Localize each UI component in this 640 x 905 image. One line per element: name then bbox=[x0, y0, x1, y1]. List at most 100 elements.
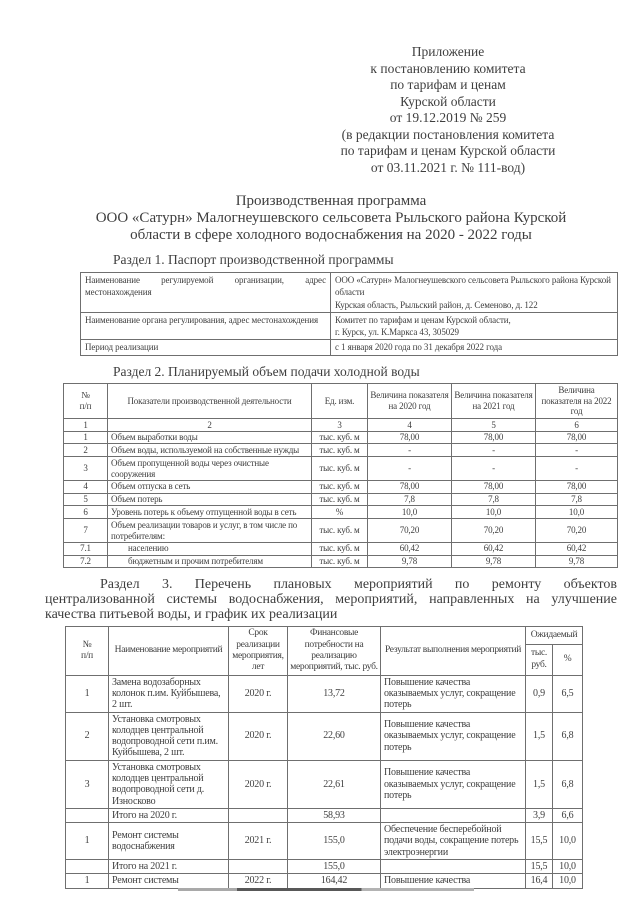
approval-header-line: Курской области bbox=[400, 93, 496, 109]
cell-name: Установка смотровых колодцев центральной… bbox=[108, 711, 229, 761]
cell-2020: - bbox=[367, 443, 452, 458]
cell-finance: 22,61 bbox=[287, 759, 381, 809]
cell-term: 2021 г. bbox=[228, 822, 288, 861]
cell-result: Повышение качества оказываемых услуг, со… bbox=[380, 759, 526, 809]
cell-num: 7.1 bbox=[63, 541, 108, 556]
cell-expected-rub: 1,5 bbox=[525, 759, 553, 809]
cell-expected-rub: 0,9 bbox=[525, 674, 553, 713]
scan-smudge-artifact bbox=[178, 887, 474, 891]
cell-term: 2022 г. bbox=[228, 873, 288, 889]
section3-heading-line: качества питьевой воды, и график их реал… bbox=[45, 607, 338, 623]
approval-header: Приложение к постановлению комитета по т… bbox=[282, 44, 614, 176]
cell-term: 2020 г. bbox=[228, 759, 288, 809]
column-number: 1 bbox=[63, 418, 108, 432]
passport-label-cell: Наименование регулируемой организации, а… bbox=[80, 272, 331, 313]
cell-2020: 78,00 bbox=[367, 430, 452, 445]
cell-name: Замена водозаборных колонок п.им. Куйбыш… bbox=[108, 674, 229, 713]
cell-unit: % bbox=[311, 505, 368, 520]
cell-2020: - bbox=[367, 456, 452, 481]
cell-expected-pct: 6,6 bbox=[552, 807, 583, 824]
cell-indicator: Объем пропущенной воды через очистные со… bbox=[107, 456, 312, 481]
cell-num: 2 bbox=[65, 711, 109, 761]
cell-num: 1 bbox=[63, 430, 108, 445]
cell-num: 3 bbox=[63, 456, 108, 481]
cell-indicator: Объем выработки воды bbox=[107, 430, 312, 445]
table-row: Наименование регулируемой организации, а… bbox=[80, 272, 618, 313]
cell-num bbox=[65, 859, 109, 875]
section3-heading-line: Раздел 3. Перечень плановых мероприятий … bbox=[100, 577, 617, 593]
cell-2021: - bbox=[451, 456, 536, 481]
cell-2022: 9,78 bbox=[535, 554, 618, 569]
table-header-row: № п/п Показатели производственной деятел… bbox=[63, 382, 618, 420]
header-cell-name: Наименование мероприятий bbox=[108, 626, 229, 676]
cell-expected-pct: 6,8 bbox=[552, 711, 583, 761]
cell-unit: тыс. куб. м bbox=[311, 492, 368, 507]
approval-header-line: Приложение bbox=[411, 44, 485, 59]
cell-unit: тыс. куб. м bbox=[311, 443, 368, 458]
passport-value-cell: с 1 января 2020 года по 31 декабря 2022 … bbox=[330, 339, 618, 356]
cell-2021: 70,20 bbox=[451, 518, 536, 543]
passport-label-cell: Период реализации bbox=[80, 339, 331, 356]
cell-2022: 60,42 bbox=[535, 541, 618, 556]
cell-term bbox=[228, 807, 288, 824]
cell-expected-rub: 1,5 bbox=[525, 711, 553, 761]
cell-num: 7.2 bbox=[63, 554, 108, 569]
cell-num: 6 bbox=[63, 505, 108, 520]
cell-result: Повышение качества bbox=[380, 873, 526, 889]
cell-unit: тыс. куб. м bbox=[311, 554, 368, 569]
cell-2022: 70,20 bbox=[535, 518, 618, 543]
cell-name: Установка смотровых колодцев центральной… bbox=[108, 759, 229, 809]
cell-2020: 10,0 bbox=[367, 505, 452, 520]
doc-title-line: Производственная программа bbox=[235, 193, 427, 209]
header-cell-2020: Величина показателя на 2020 год bbox=[367, 382, 452, 420]
cell-2020: 7,8 bbox=[367, 492, 452, 507]
table-row: 1 Объем выработки воды тыс. куб. м 78,00… bbox=[63, 430, 618, 445]
header-cell-expected: Ожидаемый bbox=[525, 626, 583, 645]
cell-finance: 22,60 bbox=[287, 711, 381, 761]
section3-heading-line: централизованной системы водоснабжения, … bbox=[45, 592, 617, 608]
section3-heading: Раздел 3. Перечень плановых мероприятий … bbox=[45, 577, 617, 622]
cell-2021: 78,00 bbox=[451, 479, 536, 494]
cell-2022: 78,00 bbox=[535, 479, 618, 494]
cell-2022: 78,00 bbox=[535, 430, 618, 445]
table-row: 7.1 населению тыс. куб. м 60,42 60,42 60… bbox=[63, 541, 618, 556]
cell-indicator: Объем воды, используемой на собственные … bbox=[107, 443, 312, 458]
table-row: 2 Объем воды, используемой на собственны… bbox=[63, 443, 618, 458]
cell-num: 1 bbox=[65, 822, 109, 861]
cell-2022: 10,0 bbox=[535, 505, 618, 520]
approval-header-line: по тарифам и ценам Курской области bbox=[340, 143, 556, 158]
cell-term: 2020 г. bbox=[228, 674, 288, 713]
cell-unit: тыс. куб. м bbox=[311, 456, 368, 481]
cell-num: 5 bbox=[63, 492, 108, 507]
cell-indicator: населению bbox=[107, 541, 312, 556]
approval-header-line: (в редакции постановления комитета bbox=[341, 126, 555, 142]
doc-title-line: ООО «Сатурн» Малогнеушевского сельсовета… bbox=[95, 210, 567, 226]
cell-name: Ремонт системы водоснабжения bbox=[108, 822, 229, 861]
cell-num bbox=[65, 807, 109, 824]
table-row-total: Итого на 2020 г. 58,93 3,9 6,6 bbox=[65, 807, 583, 824]
cell-result bbox=[380, 807, 526, 824]
cell-2020: 60,42 bbox=[367, 541, 452, 556]
cell-2022: - bbox=[535, 443, 618, 458]
section1-heading: Раздел 1. Паспорт производственной прогр… bbox=[113, 252, 394, 267]
cell-2022: - bbox=[535, 456, 618, 481]
header-cell-result: Результат выполнения мероприятий bbox=[380, 626, 526, 676]
cell-name: Ремонт системы bbox=[108, 873, 229, 889]
cell-term bbox=[228, 859, 288, 875]
cell-2021: 7,8 bbox=[451, 492, 536, 507]
header-cell-num: № п/п bbox=[65, 626, 109, 676]
cell-num: 3 bbox=[65, 759, 109, 809]
cell-expected-rub: 3,9 bbox=[525, 807, 553, 824]
header-cell-term: Срок реализации мероприятия, лет bbox=[228, 626, 288, 676]
header-cell-2021: Величина показателя на 2021 год bbox=[451, 382, 536, 420]
passport-table: Наименование регулируемой организации, а… bbox=[80, 272, 618, 356]
cell-indicator: Уровень потерь к объему отпущенной воды … bbox=[107, 505, 312, 520]
table-row: 1 Ремонт системы водоснабжения 2021 г. 1… bbox=[65, 822, 583, 861]
cell-name: Итого на 2020 г. bbox=[108, 807, 229, 824]
table-row: 6 Уровень потерь к объему отпущенной вод… bbox=[63, 505, 618, 520]
header-cell-unit: Ед. изм. bbox=[311, 382, 368, 420]
cell-result: Повышение качества оказываемых услуг, со… bbox=[380, 711, 526, 761]
column-number: 6 bbox=[535, 418, 618, 432]
cell-unit: тыс. куб. м bbox=[311, 479, 368, 494]
